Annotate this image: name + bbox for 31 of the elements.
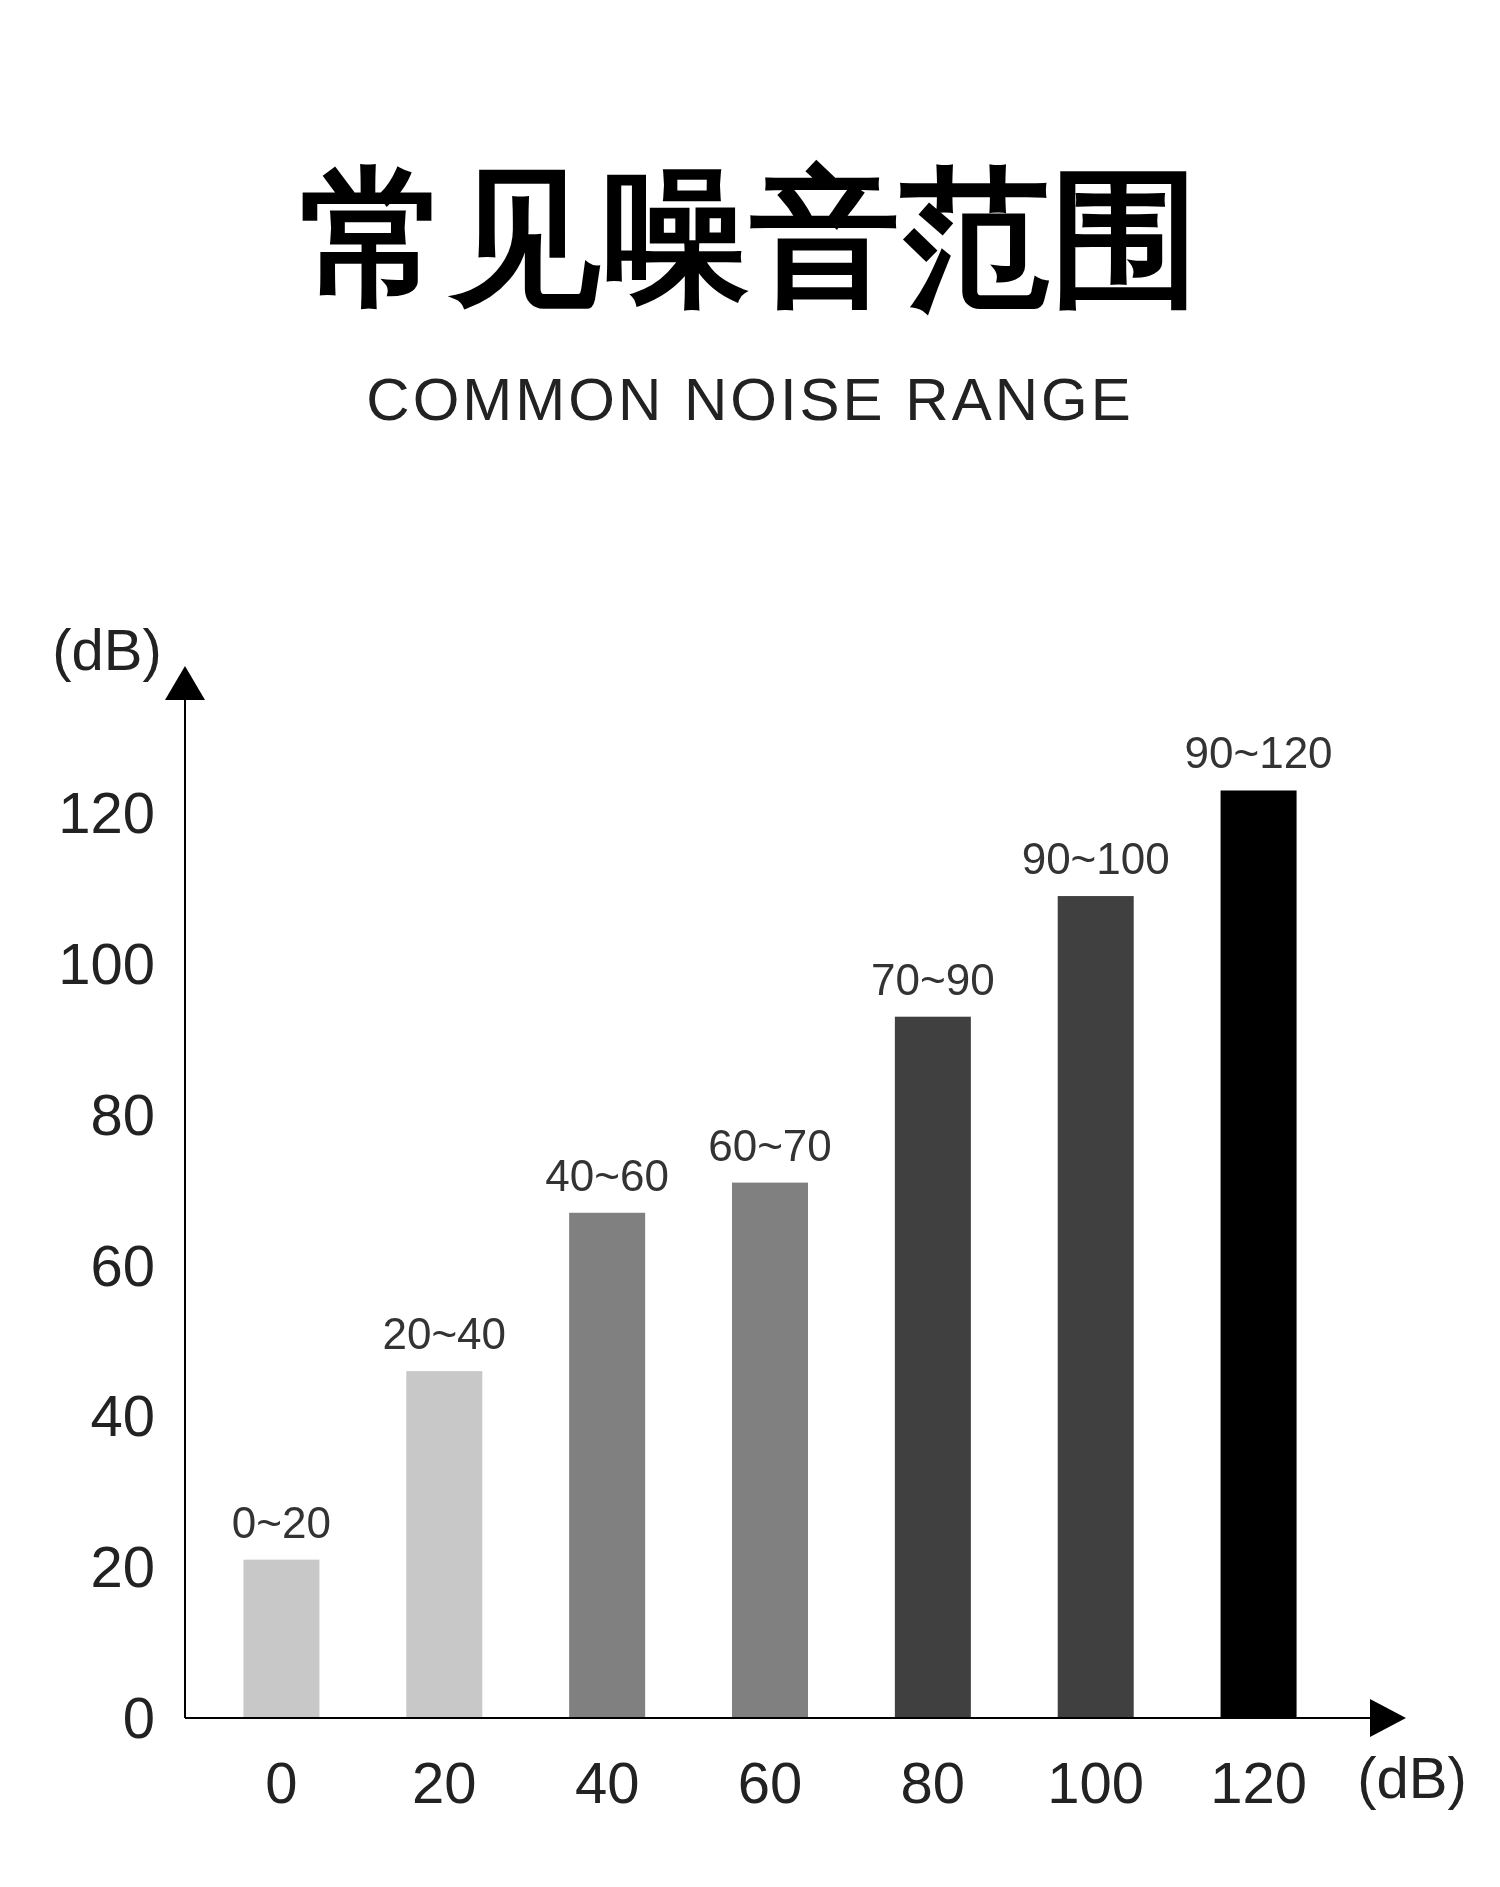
chart-subtitle: COMMON NOISE RANGE — [366, 366, 1134, 433]
bar — [894, 1016, 971, 1718]
annotation: 60~70 — [708, 1120, 832, 1170]
bar — [569, 1212, 646, 1718]
y-tick-label: 60 — [90, 1232, 155, 1298]
y-tick-label: 100 — [58, 930, 155, 996]
x-tick-label: 100 — [1047, 1750, 1145, 1815]
y-tick-label: 40 — [90, 1383, 155, 1449]
x-tick-label: 60 — [737, 1750, 803, 1815]
y-axis-title: (dB) — [52, 617, 162, 682]
x-tick-label: 0 — [265, 1750, 298, 1815]
bar — [243, 1559, 320, 1718]
x-tick-label: 40 — [574, 1750, 640, 1815]
chart-title: 常见噪音范围 — [300, 154, 1200, 322]
annotation: 0~20 — [231, 1497, 331, 1547]
bar — [1057, 896, 1134, 1718]
x-tick-label: 120 — [1210, 1750, 1307, 1815]
y-tick-label: 120 — [58, 780, 155, 846]
y-tick-label: 80 — [90, 1081, 155, 1147]
x-tick-label: 20 — [412, 1750, 477, 1815]
annotation: 90~120 — [1184, 728, 1333, 778]
x-tick-label: 80 — [900, 1750, 966, 1815]
annotation: 70~90 — [871, 954, 995, 1004]
x-axis-title: (dB) — [1357, 1745, 1467, 1810]
y-tick-label: 20 — [90, 1534, 155, 1600]
y-tick-label: 0 — [122, 1685, 155, 1750]
annotation: 90~100 — [1021, 834, 1170, 884]
annotation: 20~40 — [382, 1309, 507, 1359]
annotation: 40~60 — [545, 1150, 669, 1200]
bar — [406, 1371, 483, 1718]
bar — [732, 1182, 808, 1718]
